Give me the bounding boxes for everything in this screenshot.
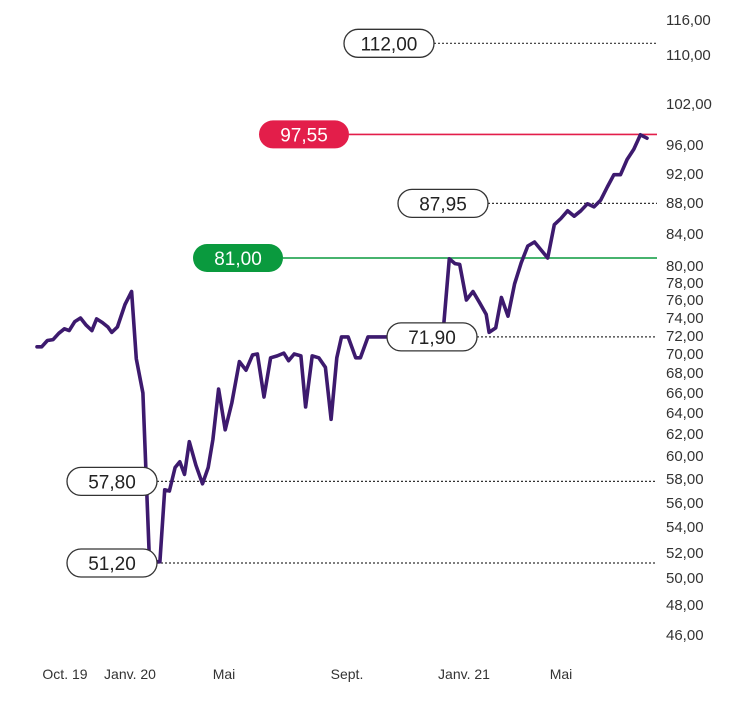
y-tick-label: 102,00 [666, 96, 712, 113]
annotation-label: 112,00 [361, 34, 418, 55]
annotation-pill-shape [193, 244, 283, 272]
y-tick-label: 96,00 [666, 137, 704, 154]
price-line-layer [35, 133, 649, 564]
y-tick-label: 62,00 [666, 426, 704, 443]
x-axis-ticks: Oct. 19 Janv. 20 Mai Sept. Janv. 21 Mai [42, 666, 572, 682]
x-tick-label: Janv. 21 [438, 666, 490, 682]
annotation-label: 71,90 [408, 328, 456, 349]
y-axis-ticks: 116,00 110,00 102,00 96,00 92,00 88,00 84,00 80… [666, 12, 712, 644]
annotation-pill-shape [66, 466, 158, 497]
y-tick-label: 66,00 [666, 385, 704, 402]
annotation-pill-shape [386, 322, 478, 352]
annotation-pill: 71,90 [386, 322, 478, 352]
y-tick-label: 58,00 [666, 471, 704, 488]
x-tick-label: Mai [550, 666, 573, 682]
annotation-label: 97,55 [280, 125, 328, 146]
y-tick-label: 78,00 [666, 275, 704, 292]
y-tick-label: 48,00 [666, 597, 704, 614]
x-tick-label: Oct. 19 [42, 666, 87, 682]
y-tick-label: 74,00 [666, 310, 704, 327]
y-tick-label: 68,00 [666, 365, 704, 382]
x-tick-label: Janv. 20 [104, 666, 156, 682]
annotation-pill: 81,00 [193, 244, 283, 272]
annotation-lines [157, 42, 657, 564]
y-tick-label: 56,00 [666, 495, 704, 512]
y-tick-label: 52,00 [666, 545, 704, 562]
annotation-label: 57,80 [88, 472, 136, 493]
annotation-pill-shape [343, 28, 435, 58]
price-series-line [35, 133, 649, 564]
x-tick-label: Sept. [331, 666, 364, 682]
y-tick-label: 88,00 [666, 195, 704, 212]
y-tick-label: 80,00 [666, 258, 704, 275]
annotation-labels: 112,00 97,55 87,95 81,00 71,90 57,80 51,20 [66, 28, 489, 578]
annotation-pill: 87,95 [397, 188, 489, 219]
annotation-label: 87,95 [419, 194, 467, 215]
y-tick-label: 70,00 [666, 346, 704, 363]
annotation-pill: 57,80 [66, 466, 158, 497]
y-tick-label: 84,00 [666, 226, 704, 243]
y-tick-label: 76,00 [666, 292, 704, 309]
y-tick-label: 50,00 [666, 570, 704, 587]
annotation-pill-shape [259, 120, 349, 149]
annotation-pill: 112,00 [343, 28, 435, 58]
y-tick-label: 116,00 [666, 12, 711, 29]
y-tick-label: 60,00 [666, 448, 704, 465]
y-tick-label: 72,00 [666, 328, 704, 345]
annotation-label: 51,20 [88, 554, 136, 575]
y-tick-label: 110,00 [666, 47, 711, 64]
annotation-pill-shape [66, 548, 158, 578]
annotation-pill: 97,55 [259, 120, 349, 149]
annotation-pill-shape [397, 188, 489, 219]
y-tick-label: 64,00 [666, 405, 704, 422]
y-tick-label: 46,00 [666, 627, 704, 644]
y-tick-label: 92,00 [666, 166, 704, 183]
annotation-label: 81,00 [214, 249, 262, 270]
x-tick-label: Mai [213, 666, 236, 682]
y-tick-label: 54,00 [666, 519, 704, 536]
annotation-pill: 51,20 [66, 548, 158, 578]
